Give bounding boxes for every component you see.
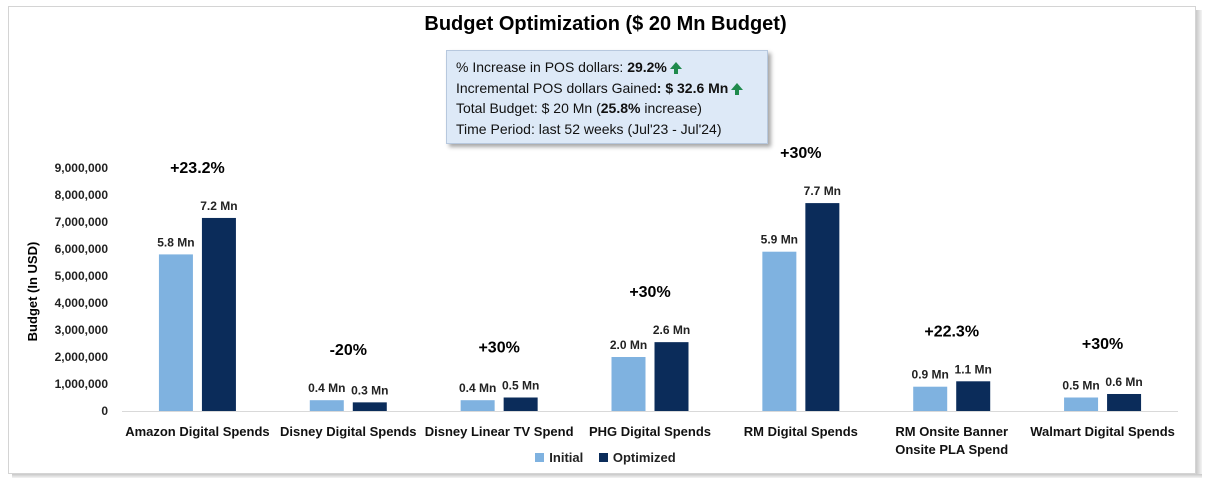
- bar-optimized: [503, 397, 538, 411]
- data-label: 5.9 Mn: [761, 233, 798, 247]
- x-tick-label: RM Onsite Banner: [895, 424, 1008, 439]
- y-tick-label: 0: [101, 404, 108, 418]
- bar-optimized: [956, 381, 991, 411]
- bar-initial: [460, 400, 495, 411]
- info-line-time-period: Time Period: last 52 weeks (Jul'23 - Jul…: [456, 120, 722, 137]
- info-budget-increase-value: 25.8%: [600, 100, 641, 116]
- data-label: 0.3 Mn: [351, 383, 388, 397]
- y-tick-label: 7,000,000: [55, 215, 109, 229]
- bar-optimized: [805, 203, 840, 411]
- info-pos-increase-value: 29.2%: [627, 59, 667, 75]
- data-label: 0.9 Mn: [912, 368, 949, 382]
- x-tick-label: Amazon Digital Spends: [125, 424, 269, 439]
- legend-swatch-optimized: [598, 453, 608, 462]
- data-label: 7.7 Mn: [804, 184, 841, 198]
- frame-shadow-bottom: [12, 474, 1202, 478]
- legend-item-initial: Initial: [535, 450, 583, 465]
- data-label: 0.4 Mn: [308, 381, 345, 395]
- info-budget-suffix: increase): [640, 100, 702, 116]
- x-tick-label: Onsite PLA Spend: [895, 442, 1008, 457]
- bar-optimized: [654, 342, 689, 411]
- data-label: 0.5 Mn: [502, 379, 539, 393]
- change-label: +22.3%: [924, 323, 979, 340]
- change-label: -20%: [330, 342, 367, 359]
- change-label: +30%: [629, 284, 670, 301]
- bar-initial: [762, 251, 797, 411]
- bar-optimized: [201, 217, 236, 411]
- x-tick-label: RM Digital Spends: [744, 424, 858, 439]
- data-label: 5.8 Mn: [157, 235, 194, 249]
- y-tick-label: 5,000,000: [55, 269, 109, 283]
- change-label: +30%: [478, 340, 519, 357]
- bar-optimized: [1107, 393, 1142, 411]
- data-label: 2.0 Mn: [610, 338, 647, 352]
- up-arrow-icon: [731, 82, 744, 95]
- y-tick-label: 6,000,000: [55, 242, 109, 256]
- bar-initial: [913, 386, 948, 411]
- y-tick-label: 3,000,000: [55, 323, 109, 337]
- legend-label-initial: Initial: [549, 450, 584, 465]
- change-label: +30%: [780, 145, 821, 162]
- x-tick-label: PHG Digital Spends: [589, 424, 711, 439]
- y-tick-label: 8,000,000: [55, 188, 109, 202]
- bar-optimized: [352, 402, 387, 411]
- y-tick-label: 1,000,000: [55, 377, 109, 391]
- info-line-incremental-pos: Incremental POS dollars Gained: $ 32.6 M…: [456, 78, 767, 99]
- y-tick-label: 9,000,000: [55, 161, 109, 175]
- legend-item-optimized: Optimized: [598, 450, 676, 465]
- legend-label-optimized: Optimized: [612, 450, 676, 465]
- info-incremental-value: : $ 32.6 Mn: [656, 79, 729, 96]
- y-tick-label: 4,000,000: [55, 296, 109, 310]
- bar-initial: [1064, 397, 1099, 411]
- x-tick-label: Walmart Digital Spends: [1030, 424, 1175, 439]
- y-tick-label: 2,000,000: [55, 350, 109, 364]
- data-label: 1.1 Mn: [955, 362, 992, 376]
- up-arrow-icon: [669, 62, 682, 74]
- info-incremental-label: Incremental POS dollars Gained: [456, 79, 657, 96]
- data-label: 0.5 Mn: [1062, 379, 1099, 393]
- data-label: 7.2 Mn: [200, 199, 237, 213]
- summary-info-box: % Increase in POS dollars: 29.2% Increme…: [446, 50, 768, 144]
- y-axis-label: Budget (In USD): [25, 242, 40, 342]
- chart-title: Budget Optimization ($ 20 Mn Budget): [424, 13, 787, 35]
- bar-initial: [611, 357, 646, 411]
- info-line-pos-increase: % Increase in POS dollars: 29.2%: [456, 57, 767, 78]
- frame-shadow-right: [1196, 10, 1202, 476]
- bar-initial: [309, 400, 344, 411]
- info-line-total-budget: Total Budget: $ 20 Mn (25.8% increase): [456, 98, 767, 119]
- bar-initial: [158, 254, 193, 411]
- info-budget-label: Total Budget: $ 20 Mn (: [456, 100, 601, 116]
- x-tick-label: Disney Linear TV Spend: [425, 424, 574, 439]
- data-label: 0.6 Mn: [1105, 375, 1142, 389]
- info-pos-increase-label: % Increase in POS dollars:: [456, 59, 628, 75]
- change-label: +23.2%: [170, 160, 225, 177]
- data-label: 0.4 Mn: [459, 381, 496, 395]
- chart-legend: Initial Optimized: [0, 450, 1211, 465]
- data-label: 2.6 Mn: [653, 323, 690, 337]
- change-label: +30%: [1082, 336, 1123, 353]
- x-tick-label: Disney Digital Spends: [280, 424, 417, 439]
- legend-swatch-initial: [535, 453, 545, 462]
